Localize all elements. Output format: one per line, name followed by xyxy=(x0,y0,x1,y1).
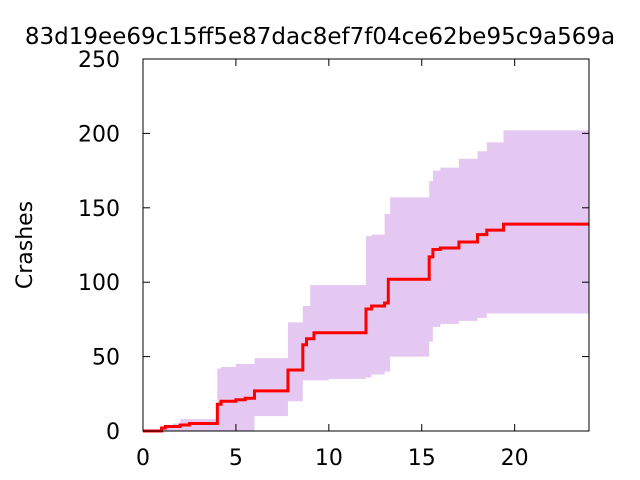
mean-line xyxy=(143,222,589,433)
y-tick-label: 200 xyxy=(78,122,120,147)
x-tick-label: 15 xyxy=(408,446,436,471)
y-tick-label: 150 xyxy=(78,197,120,222)
x-tick-label: 0 xyxy=(136,446,150,471)
y-tick-label: 100 xyxy=(78,271,120,296)
x-tick-label: 5 xyxy=(229,446,243,471)
x-tick-label: 10 xyxy=(315,446,343,471)
confidence-band xyxy=(143,130,589,431)
y-axis-label: Crashes xyxy=(13,201,38,289)
y-tick-label: 0 xyxy=(106,420,120,445)
y-tick-label: 250 xyxy=(78,48,120,73)
plot-frame xyxy=(142,58,590,432)
x-tick-label: 20 xyxy=(501,446,529,471)
y-tick-label: 50 xyxy=(92,346,120,371)
chart-title: 83d19ee69c15ff5e87dac8ef7f04ce62be95c9a5… xyxy=(25,24,615,50)
